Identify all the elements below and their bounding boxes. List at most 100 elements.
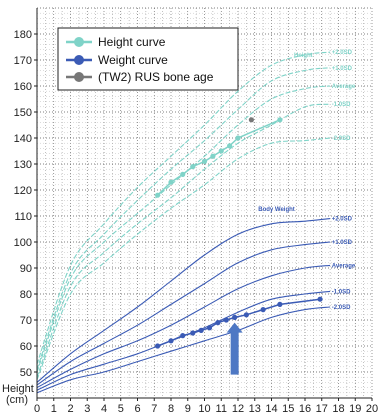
x-tick-label: 18	[332, 403, 344, 415]
y-tick-label: 90	[20, 263, 32, 275]
data-point	[180, 333, 186, 339]
data-point	[235, 135, 241, 141]
data-point	[198, 327, 204, 333]
data-point	[317, 296, 323, 302]
legend-boneage-marker	[74, 72, 84, 82]
weight-sd-curve	[36, 241, 331, 386]
height-sd-curve	[36, 85, 331, 373]
weight-sd-label: +1.0SD	[332, 240, 353, 246]
height-sd-curve	[36, 51, 331, 365]
x-tick-label: 17	[316, 403, 328, 415]
x-tick-label: 1	[51, 403, 57, 415]
data-point	[232, 314, 238, 320]
grid	[36, 7, 373, 399]
height-sd-curve	[36, 103, 331, 378]
data-point	[155, 192, 161, 198]
x-tick-label: 5	[118, 403, 124, 415]
legend: Height curve Weight curve (TW2) RUS bone…	[57, 27, 239, 91]
x-tick-label: 12	[232, 403, 244, 415]
x-tick-label: 9	[185, 403, 191, 415]
data-point	[168, 179, 174, 185]
x-tick-label: 13	[249, 403, 261, 415]
y-tick-label: 100	[14, 237, 32, 249]
height-sd-label: Average	[332, 84, 356, 90]
x-tick-label: 7	[151, 403, 157, 415]
height-curve-title: Height	[294, 53, 313, 59]
x-tick-label: 11	[216, 403, 227, 415]
y-tick-label: 140	[14, 133, 32, 145]
x-tick-label: 10	[198, 403, 210, 415]
data-point	[206, 325, 213, 331]
legend-boneage-label: (TW2) RUS bone age	[98, 70, 214, 84]
arrow-shaft	[230, 330, 239, 375]
data-series	[155, 117, 323, 375]
data-point	[201, 158, 208, 164]
data-point	[168, 338, 174, 344]
y-axis-unit: (cm)	[6, 394, 28, 406]
data-point	[155, 343, 161, 349]
data-point	[248, 117, 254, 123]
y-tick-label: 120	[14, 185, 32, 197]
y-tick-label: 160	[14, 81, 32, 93]
x-tick-label: 2	[67, 403, 73, 415]
y-tick-label: 170	[14, 55, 32, 67]
data-point	[190, 330, 196, 336]
weight-sd-label: -1.0SD	[332, 289, 351, 295]
x-tick-label: 3	[84, 403, 90, 415]
y-tick-label: 150	[14, 107, 32, 119]
height-sd-label: +1.0SD	[332, 66, 353, 72]
weight-sd-label: -2.0SD	[332, 305, 351, 311]
percentile-curves	[36, 51, 331, 394]
x-tick-label: 6	[134, 403, 140, 415]
height-sd-label: -1.0SD	[332, 102, 351, 108]
legend-weight-label: Weight curve	[98, 53, 168, 67]
x-tick-label: 14	[265, 403, 277, 415]
data-point	[277, 117, 283, 123]
y-axis-label: Height	[2, 383, 34, 395]
data-point	[190, 164, 196, 170]
series-line	[157, 119, 281, 196]
series-line	[157, 298, 321, 347]
data-point	[210, 153, 216, 159]
x-tick-label: 8	[168, 403, 174, 415]
x-tick-label: 20	[366, 403, 378, 415]
y-tick-label: 50	[20, 367, 32, 379]
data-point	[243, 312, 249, 318]
axes: 0 1 2 3 4 5 6 7 8 9 10 11 12 13 14 15 16 17 18 19 2050607080…	[2, 8, 378, 415]
x-tick-label: 0	[34, 403, 40, 415]
y-tick-label: 60	[20, 341, 32, 353]
x-tick-label: 16	[299, 403, 311, 415]
data-point	[277, 301, 283, 307]
band-labels: Height +2.0SD +1.0SD Average -1.0SD -2.0SD Bod…	[258, 50, 356, 311]
arrow-head	[226, 322, 243, 333]
weight-sd-label: Average	[332, 263, 356, 269]
x-tick-label: 15	[282, 403, 294, 415]
data-point	[180, 171, 186, 177]
height-sd-curve	[36, 137, 331, 381]
height-sd-label: +2.0SD	[332, 50, 353, 56]
legend-height-marker	[74, 37, 84, 47]
weight-sd-curve	[36, 264, 331, 389]
legend-height-label: Height curve	[98, 35, 166, 49]
x-tick-label: 19	[349, 403, 361, 415]
height-sd-label: -2.0SD	[332, 136, 351, 142]
x-tick-label: 4	[101, 403, 107, 415]
y-tick-label: 80	[20, 289, 32, 301]
y-tick-label: 130	[14, 159, 32, 171]
data-point	[227, 143, 233, 149]
height-sd-curve	[36, 67, 331, 370]
legend-weight-marker	[74, 55, 84, 65]
data-point	[218, 148, 224, 154]
weight-sd-curve	[36, 306, 331, 394]
y-tick-label: 70	[20, 315, 32, 327]
data-point	[215, 320, 221, 326]
weight-sd-label: +2.0SD	[332, 217, 353, 223]
weight-sd-curve	[36, 218, 331, 383]
y-tick-label: 180	[14, 29, 32, 41]
y-tick-label: 110	[14, 211, 32, 223]
data-point	[260, 307, 266, 313]
weight-curve-title: Body Weight	[258, 207, 295, 213]
data-point	[223, 317, 229, 323]
